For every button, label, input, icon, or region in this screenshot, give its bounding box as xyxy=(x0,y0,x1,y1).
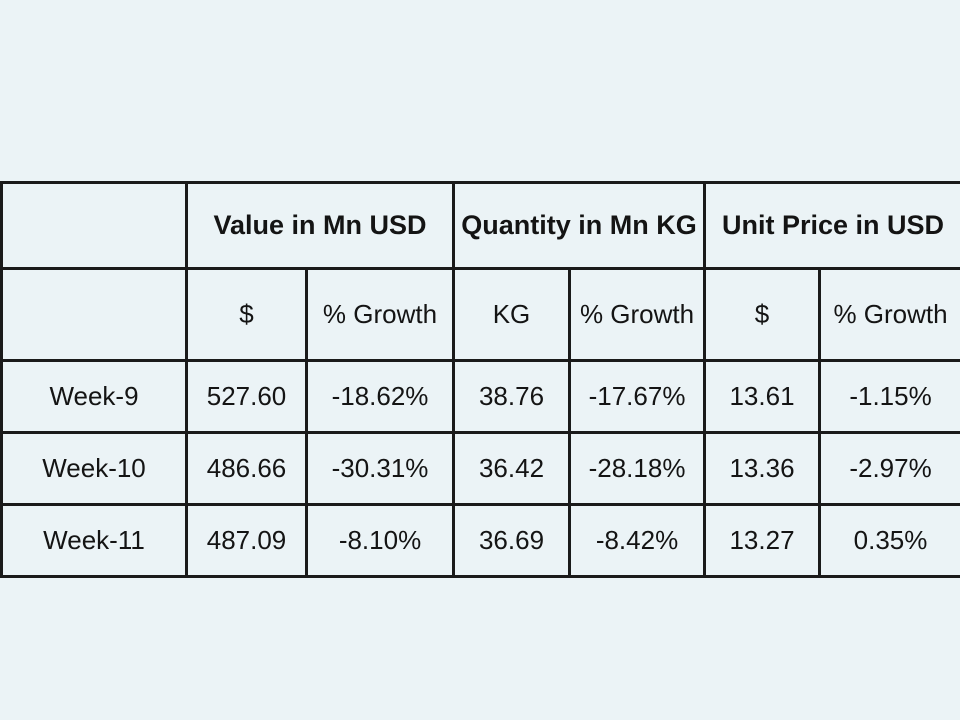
table-cell: 487.09 xyxy=(185,503,308,578)
row-label: Week-10 xyxy=(0,431,188,506)
corner-cell-sub xyxy=(0,267,188,362)
column-group-value: Value in Mn USD xyxy=(184,181,456,270)
row-label: Week-9 xyxy=(0,359,188,434)
sub-header-row: $ % Growth KG % Growth $ % Growth xyxy=(0,267,960,362)
corner-cell-top xyxy=(0,181,188,270)
table-cell: 36.42 xyxy=(452,431,572,506)
table-cell: 13.36 xyxy=(703,431,822,506)
table-cell: -1.15% xyxy=(818,359,960,434)
table-row-week10: Week-10 486.66 -30.31% 36.42 -28.18% 13.… xyxy=(0,431,960,506)
table-cell: 0.35% xyxy=(818,503,960,578)
table-cell: 13.61 xyxy=(703,359,822,434)
table-cell: 527.60 xyxy=(185,359,308,434)
table-cell: -2.97% xyxy=(818,431,960,506)
subheader-price-dollar: $ xyxy=(703,267,822,362)
subheader-price-growth: % Growth xyxy=(818,267,960,362)
table-cell: 13.27 xyxy=(703,503,822,578)
table-cell: -8.10% xyxy=(304,503,456,578)
table-cell: -17.67% xyxy=(568,359,707,434)
table-cell: 486.66 xyxy=(185,431,308,506)
column-group-unit-price: Unit Price in USD xyxy=(703,181,960,270)
table-cell: 38.76 xyxy=(452,359,572,434)
table-cell: -28.18% xyxy=(568,431,707,506)
weekly-metrics-table: Value in Mn USD Quantity in Mn KG Unit P… xyxy=(0,181,960,578)
header-group-row: Value in Mn USD Quantity in Mn KG Unit P… xyxy=(0,181,960,270)
table-cell: -18.62% xyxy=(304,359,456,434)
row-label: Week-11 xyxy=(0,503,188,578)
subheader-value-dollar: $ xyxy=(185,267,308,362)
subheader-value-growth: % Growth xyxy=(304,267,456,362)
table-cell: -30.31% xyxy=(304,431,456,506)
column-group-quantity: Quantity in Mn KG xyxy=(452,181,707,270)
subheader-quantity-kg: KG xyxy=(452,267,572,362)
table-cell: -8.42% xyxy=(568,503,707,578)
table-row-week11: Week-11 487.09 -8.10% 36.69 -8.42% 13.27… xyxy=(0,503,960,578)
table-cell: 36.69 xyxy=(452,503,572,578)
table-row-week9: Week-9 527.60 -18.62% 38.76 -17.67% 13.6… xyxy=(0,359,960,434)
subheader-quantity-growth: % Growth xyxy=(568,267,707,362)
